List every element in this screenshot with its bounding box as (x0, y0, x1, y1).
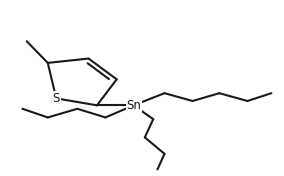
Text: Sn: Sn (126, 99, 141, 112)
Text: S: S (53, 92, 60, 105)
